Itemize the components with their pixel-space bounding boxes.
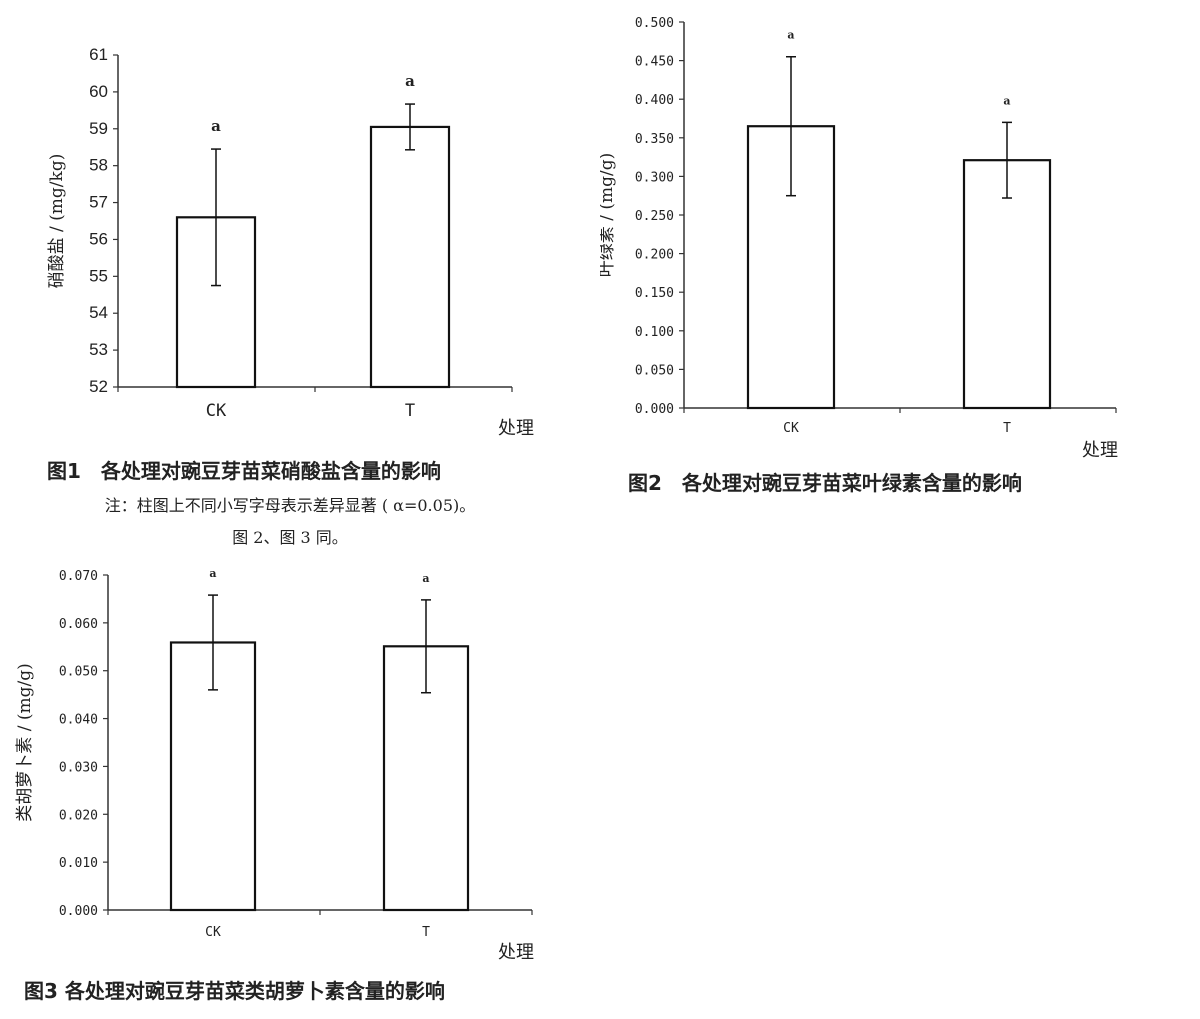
carotenoid-x-axis-title: 处理 — [498, 942, 534, 963]
figure1-caption: 图1 各处理对豌豆芽苗菜硝酸盐含量的影响 — [47, 459, 441, 483]
nitrate-category-label: CK — [206, 401, 227, 421]
nitrate-chart: 52 53 54 55 56 57 58 59 60 61 a CK a T 处理 硝酸盐 / (mg/kg) — [47, 45, 534, 439]
chlorophyll-y-tick-label: 0.250 — [635, 209, 674, 224]
nitrate-y-tick-label: 53 — [89, 340, 108, 359]
nitrate-y-tick-label: 60 — [89, 82, 108, 101]
carotenoid-significance-label: a — [422, 572, 429, 585]
significance-note: 注：柱图上不同小写字母表示差异显著 ( α=0.05)。 — [104, 496, 476, 515]
figure2-caption: 图2 各处理对豌豆芽苗菜叶绿素含量的影响 — [628, 471, 1022, 495]
carotenoid-y-tick-label: 0.070 — [59, 569, 98, 584]
nitrate-y-axis-title: 硝酸盐 / (mg/kg) — [47, 154, 67, 289]
carotenoid-y-tick-label: 0.040 — [59, 713, 98, 728]
nitrate-y-tick-label: 57 — [89, 193, 108, 212]
chlorophyll-y-tick-label: 0.200 — [635, 248, 674, 263]
carotenoid-y-tick-label: 0.010 — [59, 856, 98, 871]
nitrate-y-tick-label: 56 — [89, 229, 108, 248]
nitrate-y-tick-label: 52 — [89, 377, 108, 396]
significance-note-cont: 图 2、图 3 同。 — [232, 528, 348, 547]
nitrate-y-tick-label: 58 — [89, 156, 108, 175]
figure3-caption: 图3 各处理对豌豆芽苗菜类胡萝卜素含量的影响 — [24, 979, 445, 1003]
chlorophyll-y-tick-label: 0.150 — [635, 286, 674, 301]
chlorophyll-bar-t — [962, 159, 1052, 410]
chlorophyll-x-axis-title: 处理 — [1082, 440, 1118, 461]
chlorophyll-significance-label: a — [1003, 94, 1010, 107]
chlorophyll-y-tick-label: 0.300 — [635, 170, 674, 185]
chlorophyll-chart: 0.000 0.050 0.100 0.150 0.200 0.250 0.300 0.350… — [600, 16, 1118, 461]
carotenoid-significance-label: a — [209, 567, 216, 580]
nitrate-y-tick-label: 61 — [89, 45, 108, 64]
chlorophyll-y-tick-label: 0.000 — [635, 402, 674, 417]
nitrate-y-tick-label: 54 — [89, 303, 108, 322]
chlorophyll-y-tick-label: 0.450 — [635, 55, 674, 70]
chlorophyll-y-axis-title: 叶绿素 / (mg/g) — [600, 153, 617, 277]
nitrate-x-axis-title: 处理 — [498, 418, 534, 439]
chlorophyll-category-label: T — [1003, 421, 1011, 436]
carotenoid-chart: 0.000 0.010 0.020 0.030 0.040 0.050 0.060 0.070… — [15, 567, 534, 963]
chlorophyll-y-tick-label: 0.100 — [635, 325, 674, 340]
chlorophyll-significance-label: a — [787, 29, 794, 42]
nitrate-category-label: T — [405, 401, 415, 421]
carotenoid-y-tick-label: 0.030 — [59, 760, 98, 775]
carotenoid-y-tick-label: 0.020 — [59, 808, 98, 823]
carotenoid-y-tick-label: 0.060 — [59, 617, 98, 632]
nitrate-significance-label: a — [211, 117, 221, 135]
nitrate-significance-label: a — [405, 72, 415, 90]
chlorophyll-y-tick-label: 0.050 — [635, 363, 674, 378]
carotenoid-y-tick-label: 0.050 — [59, 665, 98, 680]
carotenoid-category-label: CK — [205, 925, 221, 940]
nitrate-y-tick-label: 55 — [89, 266, 108, 285]
chlorophyll-category-label: CK — [783, 421, 799, 436]
carotenoid-y-tick-label: 0.000 — [59, 904, 98, 919]
carotenoid-y-axis-title: 类胡萝卜素 / (mg/g) — [15, 663, 35, 821]
nitrate-y-tick-label: 59 — [89, 119, 108, 138]
chlorophyll-y-tick-label: 0.350 — [635, 132, 674, 147]
carotenoid-category-label: T — [422, 925, 430, 940]
chlorophyll-y-tick-label: 0.400 — [635, 93, 674, 108]
chlorophyll-y-tick-label: 0.500 — [635, 16, 674, 31]
